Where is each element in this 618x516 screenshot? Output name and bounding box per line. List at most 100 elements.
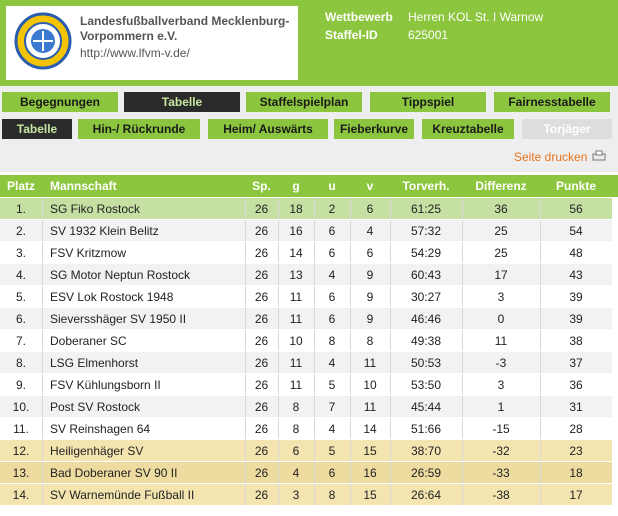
col-sep [390,484,391,505]
col-sep [390,330,391,351]
col-sep [350,242,351,263]
table-cell: 10 [363,378,377,392]
table-cell: 26 [254,312,269,326]
table-cell: 38 [569,334,583,348]
org-name: Vorpommern e.V. [80,29,178,43]
table-cell: 4 [328,422,336,436]
table-header [0,175,618,197]
col-sep [462,484,463,505]
sub-tab[interactable]: Hin-/ Rückrunde [78,119,200,139]
table-cell: SV Reinshagen 64 [50,422,151,436]
col-sep [314,198,315,219]
col-sep [350,220,351,241]
col-sep [540,242,541,263]
sub-tab[interactable]: Heim/ Auswärts [208,119,328,139]
column-header: Sp. [252,179,271,193]
table-row [0,198,612,219]
table-cell: Bad Doberaner SV 90 II [50,466,178,480]
col-sep [390,374,391,395]
table-cell: Doberaner SC [50,334,127,348]
table-cell: SV 1932 Klein Belitz [50,224,159,238]
col-sep [540,264,541,285]
table-cell: 15 [363,444,377,458]
table-cell: 8 [328,334,336,348]
col-sep [350,418,351,439]
printer-icon[interactable] [592,150,606,162]
table-cell: 8 [292,422,300,436]
nav-tab[interactable]: Tabelle [124,92,240,112]
column-header: Torverh. [402,179,450,193]
col-sep [278,220,279,241]
col-sep [462,308,463,329]
col-sep [540,198,541,219]
col-sep [350,462,351,483]
table-cell: -38 [492,488,510,502]
col-sep [314,352,315,373]
table-cell: 26 [254,378,269,392]
table-row [0,396,612,417]
sub-tab[interactable]: Tabelle [2,119,72,139]
col-sep [42,220,43,241]
col-sep [462,220,463,241]
table-cell: 38:70 [410,444,442,458]
sub-tab: Torjäger [522,119,612,139]
table-row [0,220,612,241]
col-sep [390,440,391,461]
table-cell: 15 [363,488,377,502]
col-sep [390,242,391,263]
table-cell: 12. [12,444,30,458]
table-cell: 6 [328,246,336,260]
col-sep [42,484,43,505]
nav-tab[interactable]: Fairnesstabelle [494,92,610,112]
col-sep [278,308,279,329]
table-cell: 11 [289,378,303,392]
info-label: Staffel-ID [325,28,378,42]
org-url[interactable]: http://www.lfvm-v.de/ [80,46,190,60]
table-cell: 53:50 [410,378,442,392]
table-row [0,440,612,461]
column-header: Platz [6,179,35,193]
col-sep [245,286,246,307]
table-cell: 3 [497,378,505,392]
table-row [0,308,612,329]
col-sep [350,308,351,329]
nav-tab[interactable]: Begegnungen [2,92,118,112]
col-sep [278,330,279,351]
table-cell: 51:66 [410,422,442,436]
sub-tab[interactable]: Kreuztabelle [422,119,514,139]
table-cell: 6 [328,290,336,304]
table-cell: 6. [15,312,26,326]
table-cell: 11 [363,356,377,370]
nav-tab[interactable]: Staffelspielplan [246,92,362,112]
table-cell: 13 [289,268,303,282]
col-sep [462,242,463,263]
table-cell: 26:59 [410,466,442,480]
col-sep [390,264,391,285]
column-header: Mannschaft [50,179,117,193]
col-sep [314,374,315,395]
table-row [0,418,612,439]
col-sep [314,220,315,241]
table-cell: 6 [366,246,374,260]
print-link[interactable]: Seite drucken [514,150,588,164]
nav-tab[interactable]: Tippspiel [370,92,486,112]
col-sep [42,330,43,351]
col-sep [350,396,351,417]
table-cell: 54:29 [410,246,442,260]
col-sep [278,418,279,439]
table-row [0,462,612,483]
sub-tab[interactable]: Fieberkurve [334,119,414,139]
col-sep [42,264,43,285]
table-cell: 8 [328,488,336,502]
table-cell: 10 [289,334,303,348]
table-cell: ESV Lok Rostock 1948 [50,290,174,304]
table-cell: 25 [494,224,508,238]
col-sep [42,418,43,439]
table-row [0,374,612,395]
col-sep [540,418,541,439]
col-sep [462,330,463,351]
col-sep [278,440,279,461]
org-name: Landesfußballverband Mecklenburg- [80,14,290,28]
table-cell: 14 [289,246,303,260]
table-cell: 4. [15,268,26,282]
